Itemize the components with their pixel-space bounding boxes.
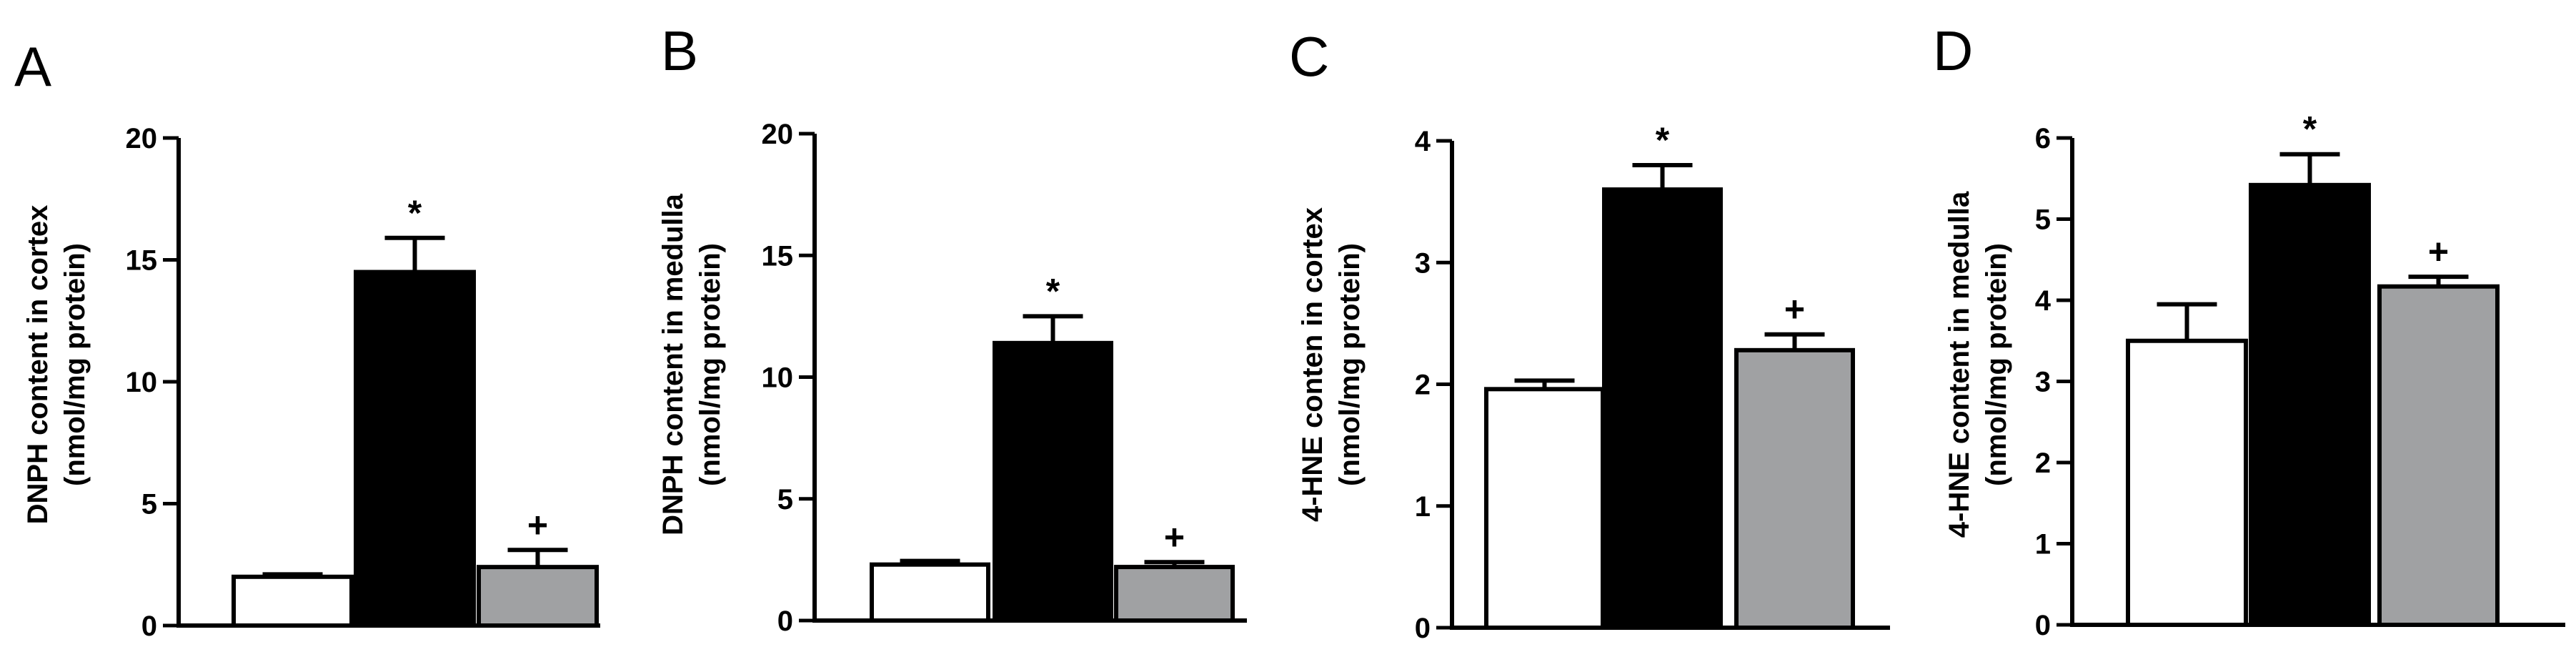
y-tick-label: 1 <box>1415 491 1431 523</box>
y-tick-label: 20 <box>762 119 794 150</box>
significance-marker: * <box>2303 109 2317 149</box>
y-tick-label: 0 <box>141 611 157 642</box>
significance-marker: * <box>1656 120 1670 160</box>
y-axis-label-unit: (nmol/mg protein) <box>1981 243 2012 486</box>
y-tick-label: 5 <box>777 484 793 515</box>
y-tick-label: 10 <box>126 367 158 398</box>
significance-marker: + <box>1784 290 1805 330</box>
panel-letter: B <box>661 19 698 82</box>
significance-marker: * <box>408 193 422 233</box>
y-tick-label: 0 <box>2035 610 2051 641</box>
bar <box>477 565 599 628</box>
y-tick-label: 4 <box>1415 126 1431 157</box>
bar <box>1484 387 1605 630</box>
y-tick-label: 20 <box>126 123 158 154</box>
panel-letter: D <box>1933 19 1973 82</box>
plot-area: 0 1 2 3 4 * + <box>1415 120 1890 644</box>
significance-marker: + <box>1164 517 1185 557</box>
y-tick-label: 5 <box>2035 204 2051 236</box>
y-tick-label: 0 <box>1415 613 1431 644</box>
y-tick-label: 15 <box>762 240 794 272</box>
significance-marker: + <box>527 505 548 545</box>
y-axis-label-unit: (nmol/mg protein) <box>59 243 91 486</box>
y-axis-label: DNPH content in cortex <box>22 205 54 525</box>
plot-area: 0 1 2 3 4 5 6 * + <box>2035 109 2565 641</box>
y-axis-label: 4-HNE content in medulla <box>1944 191 1975 538</box>
bar <box>1602 187 1723 631</box>
y-tick-label: 4 <box>2035 285 2052 317</box>
bar <box>354 270 476 628</box>
bar <box>2377 284 2500 627</box>
y-tick-label: 5 <box>141 489 157 520</box>
y-tick-label: 3 <box>1415 247 1431 279</box>
y-tick-label: 2 <box>1415 370 1431 401</box>
plot-area: 0 5 10 15 20 * + <box>762 119 1247 637</box>
y-tick-label: 0 <box>777 606 793 637</box>
bar <box>1734 347 1855 630</box>
significance-marker: * <box>1046 271 1060 311</box>
y-tick-label: 15 <box>126 245 158 277</box>
bar <box>2249 182 2371 627</box>
y-tick-label: 1 <box>2035 529 2051 560</box>
panel-a: A DNPH content in cortex (nmol/mg protei… <box>14 35 600 642</box>
y-axis-label: 4-HNE conten in cortex <box>1297 207 1328 522</box>
bar <box>870 562 990 623</box>
bar <box>1114 565 1235 623</box>
bar <box>2126 338 2248 627</box>
panel-b: B DNPH content in medulla (nmol/mg prote… <box>657 19 1247 637</box>
y-tick-label: 6 <box>2035 123 2051 154</box>
panel-letter: A <box>14 35 51 98</box>
y-tick-label: 10 <box>762 362 794 394</box>
bar <box>232 574 354 628</box>
significance-marker: + <box>2428 232 2449 272</box>
y-tick-label: 3 <box>2035 367 2051 398</box>
y-axis-label-unit: (nmol/mg protein) <box>1334 243 1366 486</box>
panel-c: C 4-HNE conten in cortex (nmol/mg protei… <box>1289 25 1890 644</box>
y-axis-label: DNPH content in medulla <box>657 193 689 535</box>
bar <box>993 340 1113 623</box>
panel-letter: C <box>1289 25 1329 88</box>
plot-area: 0 5 10 15 20 * + <box>126 123 600 642</box>
y-axis-label-unit: (nmol/mg protein) <box>695 243 726 486</box>
y-tick-label: 2 <box>2035 448 2051 479</box>
panel-d: D 4-HNE content in medulla (nmol/mg prot… <box>1933 19 2565 641</box>
